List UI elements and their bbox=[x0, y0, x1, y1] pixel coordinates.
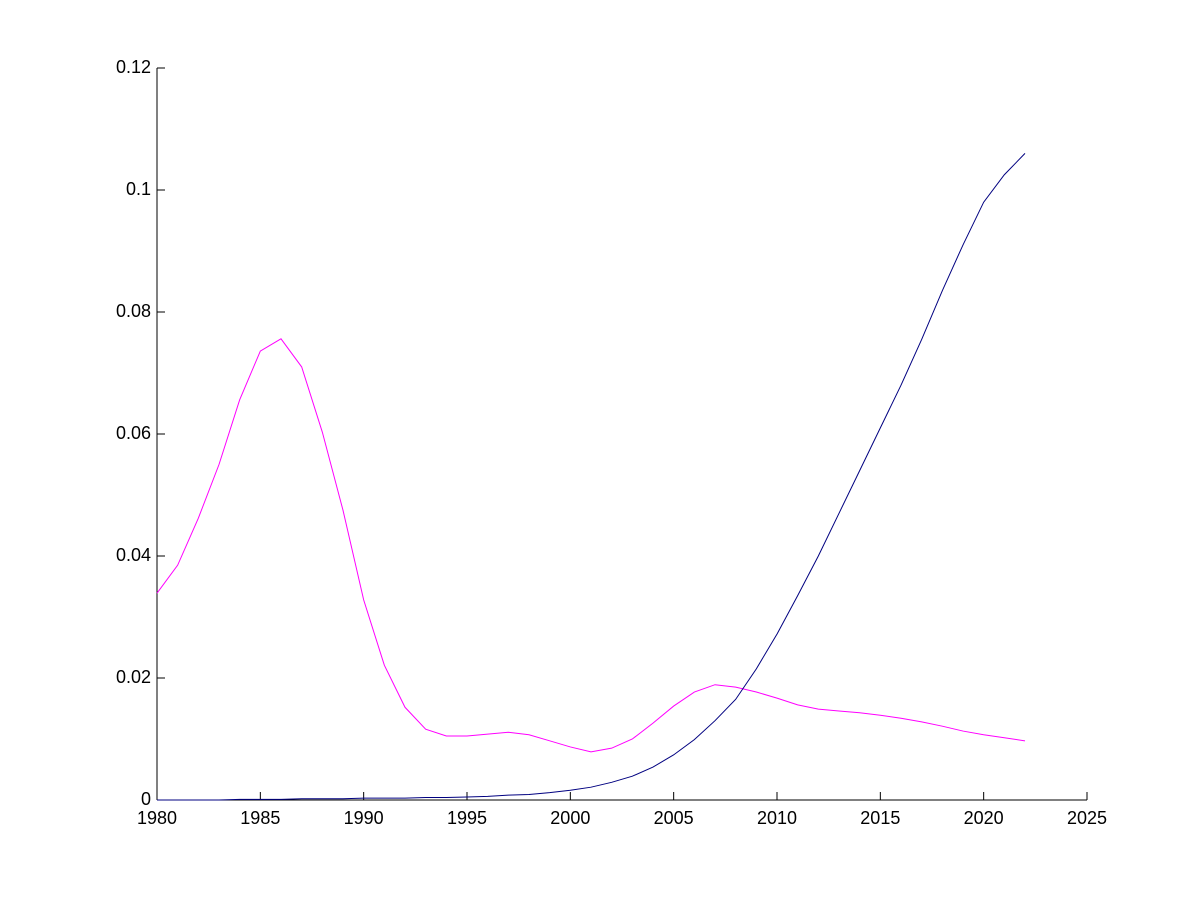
x-tick-label: 2025 bbox=[1067, 808, 1107, 828]
series-line bbox=[156, 338, 1026, 753]
y-tick-label: 0.08 bbox=[116, 301, 151, 321]
x-tick-label: 1990 bbox=[344, 808, 384, 828]
x-tick-label: 1995 bbox=[447, 808, 487, 828]
y-tick-label: 0.1 bbox=[126, 179, 151, 199]
y-tick-label: 0.12 bbox=[116, 57, 151, 77]
x-tick-label: 2020 bbox=[964, 808, 1004, 828]
series-line bbox=[157, 153, 1026, 801]
x-tick-label: 1985 bbox=[240, 808, 280, 828]
x-tick-label: 2000 bbox=[550, 808, 590, 828]
x-tick-label: 2010 bbox=[757, 808, 797, 828]
y-tick-label: 0.04 bbox=[116, 545, 151, 565]
x-tick-label: 2015 bbox=[860, 808, 900, 828]
x-tick-label: 1980 bbox=[137, 808, 177, 828]
y-tick-label: 0 bbox=[141, 789, 151, 809]
y-tick-label: 0.06 bbox=[116, 423, 151, 443]
x-tick-label: 2005 bbox=[654, 808, 694, 828]
y-tick-label: 0.02 bbox=[116, 667, 151, 687]
